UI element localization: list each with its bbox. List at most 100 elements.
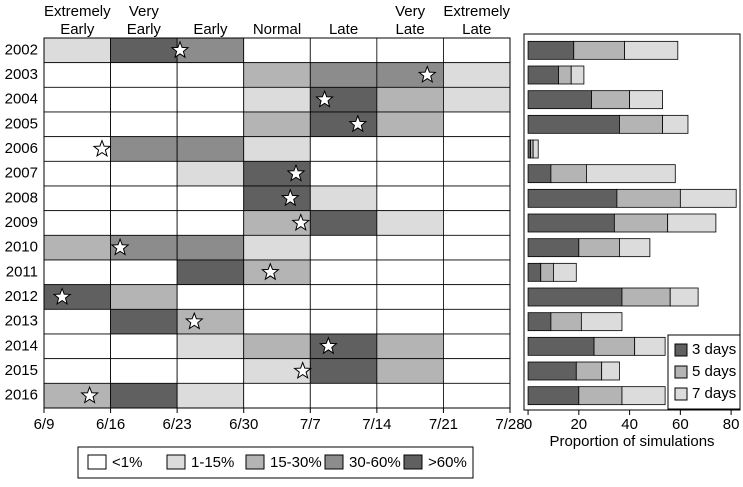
star xyxy=(52,287,72,306)
heat-cell xyxy=(43,234,111,261)
bar-segment xyxy=(616,188,681,208)
legend-label: 1-15% xyxy=(191,454,234,471)
bar-segment xyxy=(527,213,615,233)
heat-cell xyxy=(243,382,311,409)
heat-cell xyxy=(43,160,111,187)
star xyxy=(291,213,311,232)
heat-cell xyxy=(376,284,444,310)
bar-segment xyxy=(573,40,625,60)
bar-segment xyxy=(591,90,630,110)
heat-cell xyxy=(443,160,511,187)
heat-cell xyxy=(176,382,245,409)
bar-segment xyxy=(619,114,663,134)
bar-segment xyxy=(621,287,671,307)
legend-swatch xyxy=(245,454,265,470)
x-tick-label: 7/7 xyxy=(300,416,321,433)
heat-cell xyxy=(376,358,444,384)
legend-swatch xyxy=(403,454,423,470)
bar-segment xyxy=(527,90,592,110)
heat-cell xyxy=(176,111,245,138)
heat-cell xyxy=(43,62,111,88)
heat-cell xyxy=(243,136,311,162)
heat-cell xyxy=(43,308,111,335)
star xyxy=(286,163,306,182)
heat-cell xyxy=(176,62,245,88)
heat-cell xyxy=(110,333,178,360)
heat-cell xyxy=(309,259,378,286)
heat-cell xyxy=(243,62,311,88)
legend-swatch xyxy=(674,343,688,357)
bar-segment xyxy=(527,114,620,134)
row-label: 2014 xyxy=(5,337,38,354)
heat-cell xyxy=(176,37,245,64)
row-label: 2009 xyxy=(5,214,38,231)
heat-cell xyxy=(243,333,311,360)
heat-cell xyxy=(376,210,444,236)
x-tick-label: 7/21 xyxy=(429,416,458,433)
column-header: Very xyxy=(129,3,160,20)
heat-cell xyxy=(443,308,511,335)
star xyxy=(293,361,313,380)
heat-cell xyxy=(43,185,111,212)
heat-cell xyxy=(376,86,444,113)
heat-cell xyxy=(376,136,444,162)
bar-segment xyxy=(578,238,620,258)
x-tick-label: 20 xyxy=(570,416,587,433)
heat-cell xyxy=(443,37,511,64)
bar-segment xyxy=(593,336,636,356)
heat-cell xyxy=(110,111,178,138)
column-header: Early xyxy=(127,21,162,38)
bar-segment xyxy=(550,164,587,184)
heat-cell xyxy=(110,284,178,310)
bar-segment xyxy=(578,386,623,406)
heat-cell xyxy=(443,358,511,384)
heat-cell xyxy=(110,136,178,162)
heat-cell xyxy=(376,308,444,335)
row-label: 2005 xyxy=(5,115,38,132)
heat-cell xyxy=(110,86,178,113)
heat-cell xyxy=(376,160,444,187)
heat-cell xyxy=(309,37,378,64)
bar-segment xyxy=(575,361,603,381)
bar-segment xyxy=(527,361,577,381)
heat-cell xyxy=(376,62,444,88)
heat-cell xyxy=(43,358,111,384)
column-header: Late xyxy=(396,21,425,38)
x-tick-label: 40 xyxy=(621,416,638,433)
row-label: 2006 xyxy=(5,140,38,157)
legend-label: 30-60% xyxy=(349,454,401,471)
heat-cell xyxy=(376,37,444,64)
heat-cell xyxy=(376,259,444,286)
legend-swatch xyxy=(324,454,344,470)
bar-segment xyxy=(679,188,737,208)
heat-cell xyxy=(309,62,378,88)
legend-label: 7 days xyxy=(692,385,736,402)
bar-segment xyxy=(527,336,595,356)
heat-cell xyxy=(43,37,111,64)
heat-cell xyxy=(243,37,311,64)
x-tick-label: 6/16 xyxy=(96,416,125,433)
heat-cell xyxy=(309,136,378,162)
bar-segment xyxy=(601,361,620,381)
heat-cell xyxy=(176,308,245,335)
heat-cell xyxy=(110,62,178,88)
row-label: 2010 xyxy=(5,239,38,256)
star xyxy=(80,385,100,404)
column-header: Late xyxy=(462,21,491,38)
heat-cell xyxy=(43,284,111,310)
bar-segment xyxy=(527,262,542,282)
bar-segment xyxy=(527,188,618,208)
x-tick-label: 7/28 xyxy=(495,416,524,433)
heat-cell xyxy=(309,234,378,261)
heat-cell xyxy=(176,210,245,236)
heat-cell xyxy=(443,333,511,360)
legend-swatch xyxy=(166,454,186,470)
heat-cell xyxy=(443,234,511,261)
row-label: 2008 xyxy=(5,189,38,206)
heat-cell xyxy=(443,284,511,310)
heat-cell xyxy=(243,111,311,138)
heat-cell xyxy=(443,210,511,236)
x-tick-label: 6/23 xyxy=(163,416,192,433)
heat-cell xyxy=(376,185,444,212)
row-label: 2003 xyxy=(5,66,38,83)
